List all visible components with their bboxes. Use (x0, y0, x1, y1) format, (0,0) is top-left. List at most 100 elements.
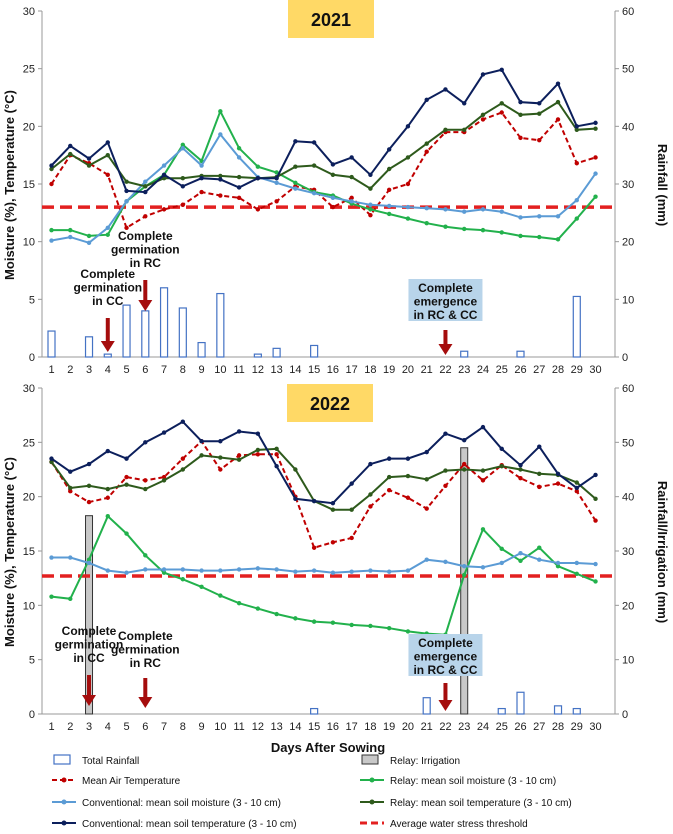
x-tick-label: 17 (346, 721, 358, 733)
series-point-cm (499, 560, 504, 566)
series-point-ct (349, 155, 354, 160)
annotation-text: in CC (73, 651, 105, 665)
rainfall-bar (516, 691, 525, 715)
series-point-rt (199, 453, 204, 458)
x-tick-label: 24 (477, 364, 489, 376)
x-tick-label: 8 (180, 721, 186, 733)
series-point-rm (518, 558, 523, 563)
chart-2021: 2021 Moisture (%), Temperature (°C) Rain… (2, 0, 670, 376)
series-point-ct (574, 485, 579, 491)
y2-tick-label: 50 (622, 64, 634, 76)
series-point-rt (386, 166, 392, 172)
series-point-rt (68, 485, 73, 491)
x-tick-label: 26 (514, 364, 526, 376)
series-point-rm (574, 571, 579, 577)
series-point-air (218, 467, 223, 472)
series-point-air (199, 189, 204, 195)
series-point-cm (68, 234, 73, 240)
series-point-ct (311, 140, 317, 145)
x-tick-label: 20 (402, 364, 414, 376)
series-point-rm (574, 216, 579, 221)
y2-tick-label: 30 (622, 546, 634, 558)
series-point-rm (274, 170, 279, 175)
series-point-rt (555, 99, 561, 105)
series-point-rm (255, 606, 261, 611)
annotation-arrow-head (100, 341, 115, 352)
x-tick-label: 5 (123, 364, 129, 376)
legend-label: Average water stress threshold (390, 819, 528, 830)
series-point-ct (386, 456, 392, 461)
series-point-cm (424, 206, 429, 211)
x-tick-label: 11 (233, 721, 244, 733)
annotation-arrow-head (438, 344, 453, 355)
annotation-text: Complete (62, 624, 117, 638)
series-point-air (424, 149, 429, 154)
series-point-rt (49, 166, 54, 172)
series-point-rm (555, 237, 561, 242)
series-point-air (236, 453, 242, 458)
series-point-air (161, 474, 167, 480)
x-tick-label: 6 (142, 721, 148, 733)
annotation-text: emergence (414, 650, 478, 664)
rainfall-bar (516, 350, 525, 358)
x-tick-label: 29 (571, 721, 583, 733)
legend-label: Relay: mean soil moisture (3 - 10 cm) (390, 776, 556, 787)
series-point-air (499, 110, 504, 115)
y2-tick-label: 20 (622, 600, 634, 612)
y2-tick-label: 10 (622, 655, 634, 667)
series-point-cm (462, 564, 467, 569)
x-tick-label: 19 (383, 721, 395, 733)
rainfall-bar (178, 307, 187, 358)
x-tick-label: 4 (105, 364, 111, 376)
series-line-ct (50, 420, 597, 505)
x-tick-label: 9 (199, 721, 205, 733)
series-point-rt (537, 471, 542, 477)
series-line-rm (51, 108, 597, 241)
series-point-cm (293, 569, 298, 574)
series-point-cm (86, 560, 92, 566)
legend: Total Rainfall Relay: Irrigation Mean Air … (52, 754, 572, 830)
rainfall-bar (553, 705, 563, 715)
series-point-cm (161, 567, 167, 572)
series-point-air (330, 204, 336, 210)
series-point-air (349, 535, 354, 541)
series-point-cm (405, 568, 411, 573)
series-point-rm (424, 221, 429, 226)
rainfall-bar (103, 353, 112, 358)
series-point-air (86, 499, 92, 505)
series-point-air (180, 456, 186, 461)
legend-marker-ct (61, 820, 67, 826)
series-point-ct (255, 431, 261, 436)
series-point-cm (105, 568, 110, 573)
series-point-ct (293, 139, 298, 144)
series-point-rt (499, 101, 504, 106)
series-point-rm (161, 570, 167, 575)
series-point-air (255, 452, 261, 457)
series-point-air (405, 181, 411, 187)
series-point-rt (480, 112, 486, 118)
series-line-air (50, 111, 596, 230)
x-tick-label: 10 (214, 364, 226, 376)
annotation-text: germination (73, 281, 142, 295)
series-point-ct (199, 176, 204, 181)
y2-tick-label: 30 (622, 179, 634, 191)
x-tick-label: 14 (289, 721, 301, 733)
series-point-rm (443, 224, 448, 229)
series-point-air (555, 481, 561, 486)
series-point-ct (537, 444, 542, 449)
series-point-rt (518, 112, 523, 118)
x-tick-label: 22 (439, 364, 451, 376)
series-point-air (555, 117, 561, 122)
x-tick-label: 29 (571, 364, 583, 376)
x-tick-label: 30 (589, 721, 601, 733)
annotation-arrow-head (82, 695, 97, 706)
series-point-air (124, 225, 129, 231)
y-axis-label-2021: Moisture (%), Temperature (°C) (2, 90, 17, 280)
series-point-ct (368, 172, 373, 177)
series-point-rt (330, 507, 336, 512)
series-point-rm (105, 514, 110, 519)
series-point-air (574, 161, 579, 166)
series-point-cm (161, 163, 167, 168)
series-point-ct (574, 124, 579, 129)
series-point-ct (199, 439, 204, 444)
